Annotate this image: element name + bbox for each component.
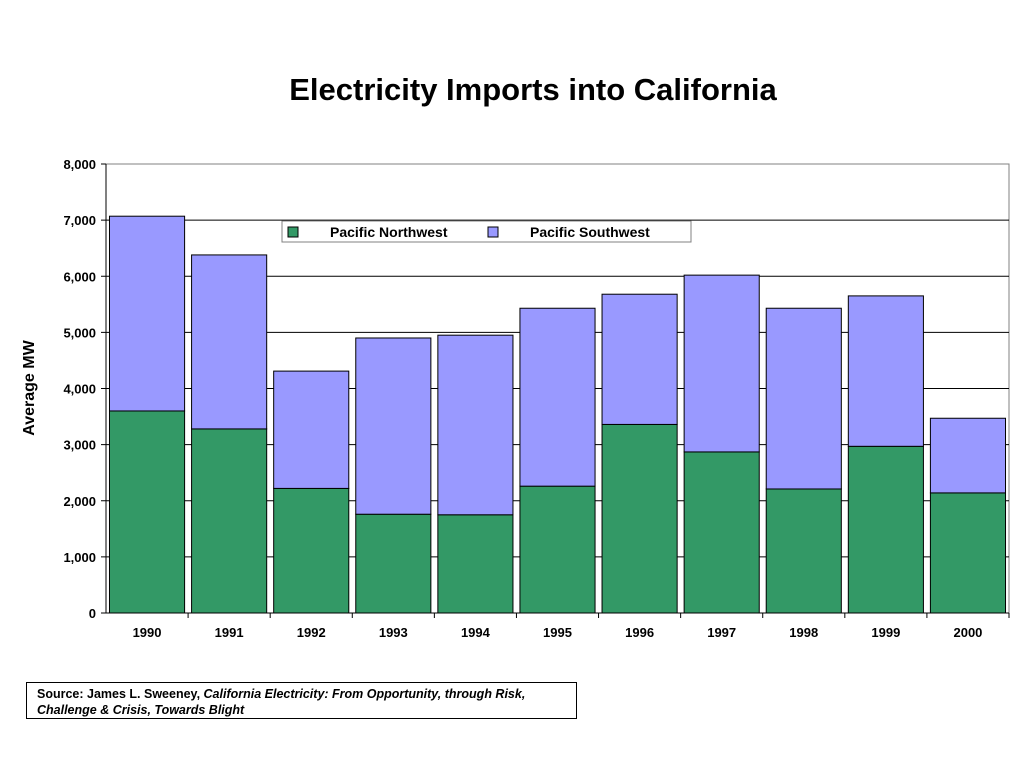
bar-pacific-northwest bbox=[765, 488, 842, 614]
x-tick-label: 2000 bbox=[953, 625, 982, 640]
x-tick-label: 1991 bbox=[215, 625, 244, 640]
y-tick-label: 7,000 bbox=[63, 213, 96, 228]
y-axis-label: Average MW bbox=[21, 339, 38, 435]
bar-pacific-northwest bbox=[929, 492, 1007, 614]
y-tick-label: 3,000 bbox=[63, 438, 96, 453]
legend-label-pacific-northwest: Pacific Northwest bbox=[330, 224, 448, 240]
legend: Pacific Northwest Pacific Southwest bbox=[281, 220, 692, 243]
bar-pacific-northwest bbox=[601, 423, 678, 614]
x-tick-label: 1999 bbox=[871, 625, 900, 640]
source-citation: California Electricity: From Opportunity… bbox=[37, 687, 526, 717]
bar-pacific-northwest bbox=[355, 513, 432, 614]
x-tick-label: 1995 bbox=[543, 625, 572, 640]
chart-title: Electricity Imports into California bbox=[289, 72, 777, 107]
bar-pacific-southwest bbox=[519, 307, 596, 487]
bar-pacific-southwest bbox=[437, 334, 514, 516]
bar-pacific-northwest bbox=[273, 487, 350, 614]
y-tick-label: 8,000 bbox=[63, 157, 96, 172]
legend-box bbox=[281, 220, 692, 243]
bar-layer bbox=[108, 215, 1007, 614]
bar-pacific-southwest bbox=[683, 274, 760, 453]
legend-swatch-pacific-southwest bbox=[487, 226, 499, 238]
x-tick-label: 1992 bbox=[297, 625, 326, 640]
y-tick-label: 6,000 bbox=[63, 269, 96, 284]
bar-pacific-northwest bbox=[683, 451, 760, 614]
bar-pacific-southwest bbox=[355, 337, 432, 515]
x-tick-label: 1994 bbox=[461, 625, 491, 640]
bar-pacific-northwest bbox=[437, 514, 514, 614]
x-tick-label: 1996 bbox=[625, 625, 654, 640]
legend-label-pacific-southwest: Pacific Southwest bbox=[530, 224, 650, 240]
bar-pacific-northwest bbox=[519, 485, 596, 614]
bar-pacific-northwest bbox=[191, 428, 268, 614]
bar-pacific-southwest bbox=[929, 417, 1007, 494]
axis-layer: 0 1,000 2,000 3,000 4,000 5,000 6,000 7,000 8,00… bbox=[63, 157, 1010, 640]
x-tick-label: 1990 bbox=[133, 625, 162, 640]
bar-pacific-southwest bbox=[191, 254, 268, 430]
x-tick-label: 1993 bbox=[379, 625, 408, 640]
x-tick-label: 1997 bbox=[707, 625, 736, 640]
bar-pacific-northwest bbox=[108, 410, 186, 614]
bar-pacific-southwest bbox=[273, 370, 350, 489]
y-tick-label: 1,000 bbox=[63, 550, 96, 565]
bar-pacific-southwest bbox=[601, 293, 678, 425]
y-tick-label: 2,000 bbox=[63, 494, 96, 509]
source-prefix: Source: James L. Sweeney, bbox=[37, 687, 204, 701]
bar-pacific-southwest bbox=[847, 295, 924, 447]
y-tick-label: 0 bbox=[89, 606, 96, 621]
bar-pacific-southwest bbox=[765, 307, 842, 490]
y-tick-label: 4,000 bbox=[63, 382, 96, 397]
bar-pacific-southwest bbox=[108, 215, 186, 412]
bar-pacific-northwest bbox=[847, 445, 924, 614]
y-tick-label: 5,000 bbox=[63, 325, 96, 340]
x-tick-label: 1998 bbox=[789, 625, 818, 640]
legend-swatch-pacific-northwest bbox=[287, 226, 299, 238]
source-note: Source: James L. Sweeney, California Ele… bbox=[26, 682, 577, 719]
